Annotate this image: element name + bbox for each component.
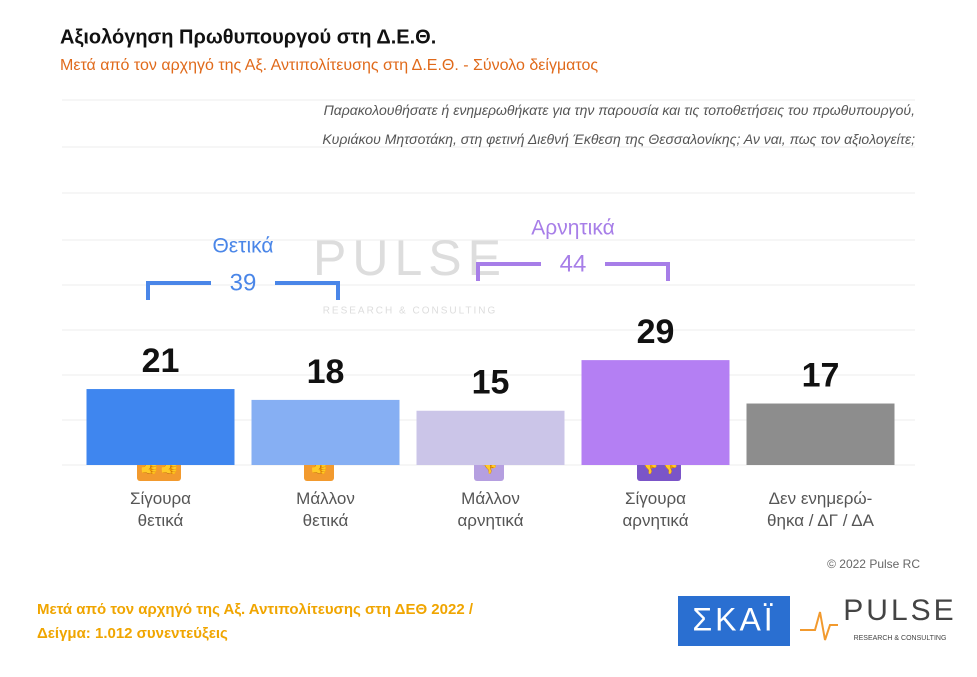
logo-pulse-sub: RESEARCH & CONSULTING (854, 635, 947, 642)
chart-title: Αξιολόγηση Πρωθυπουργού στη Δ.Ε.Θ. (60, 26, 436, 48)
logo-skai: ΣΚΑΪ (692, 601, 775, 637)
bar (416, 410, 565, 465)
x-tick-label: Σίγουρα αρνητικά (622, 489, 689, 530)
watermark-sub: RESEARCH & CONSULTING (323, 306, 498, 317)
group-bracket (146, 281, 340, 300)
value-label: 29 (637, 313, 675, 351)
chart-subtitle: Μετά από τον αρχηγό της Αξ. Αντιπολίτευσ… (60, 57, 598, 74)
group-label: Αρνητικά (531, 217, 614, 240)
footnote: Μετά από τον αρχηγό της Αξ. Αντιπολίτευσ… (37, 601, 474, 642)
x-tick-label: Σίγουρα θετικά (129, 489, 192, 530)
value-label: 17 (802, 357, 840, 395)
group-label: Θετικά (212, 235, 273, 258)
bar (251, 399, 400, 465)
x-tick-label: Δεν ενημερώ- θηκα / ΔΓ / ΔΑ (767, 489, 874, 530)
value-label: 18 (307, 353, 345, 391)
logo-skai-bg (678, 596, 790, 646)
x-tick-label: Μάλλον θετικά (296, 489, 355, 530)
question: Παρακολουθήσατε ή ενημερωθήκατε για την … (322, 102, 915, 147)
value-label: 15 (472, 364, 510, 402)
group-total: 44 (560, 250, 587, 277)
value-label: 21 (142, 342, 180, 380)
group-bracket (476, 262, 670, 281)
logo-pulse: PULSE (843, 594, 956, 627)
copyright: © 2022 Pulse RC (827, 557, 920, 571)
bar (581, 360, 730, 465)
x-tick-label: Μάλλον αρνητικά (457, 489, 524, 530)
logo-pulse-wave (800, 611, 838, 641)
bar (86, 389, 235, 465)
group-total: 39 (230, 269, 257, 296)
watermark: PULSE (313, 230, 507, 286)
bar (746, 403, 895, 465)
